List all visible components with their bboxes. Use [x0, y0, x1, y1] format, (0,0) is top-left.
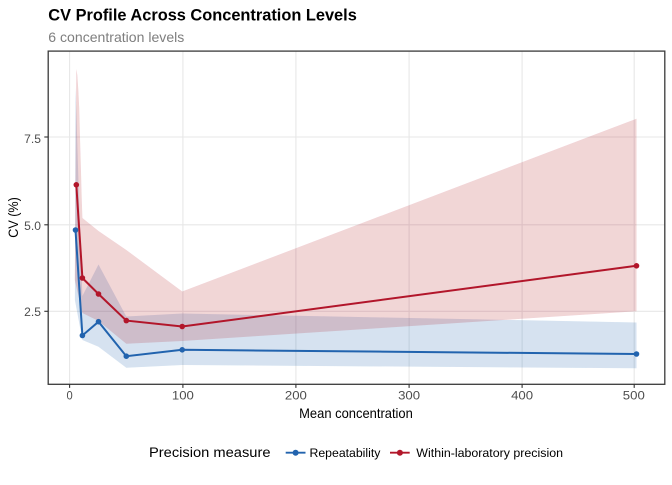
svg-text:6 concentration levels: 6 concentration levels — [48, 29, 184, 45]
svg-text:Repeatability: Repeatability — [310, 446, 382, 460]
svg-text:5.0: 5.0 — [24, 220, 41, 233]
svg-text:0: 0 — [67, 389, 73, 402]
svg-text:Within-laboratory precision: Within-laboratory precision — [416, 446, 563, 460]
svg-text:100: 100 — [172, 389, 194, 402]
svg-text:200: 200 — [285, 389, 307, 402]
svg-text:400: 400 — [511, 389, 533, 402]
svg-text:7.5: 7.5 — [24, 133, 41, 146]
svg-text:CV Profile Across Concentratio: CV Profile Across Concentration Levels — [48, 6, 357, 24]
svg-text:CV (%): CV (%) — [6, 197, 21, 238]
svg-text:Precision measure: Precision measure — [149, 445, 271, 461]
svg-text:300: 300 — [398, 389, 420, 402]
svg-text:Mean concentration: Mean concentration — [299, 406, 413, 421]
svg-text:2.5: 2.5 — [24, 306, 41, 319]
svg-text:500: 500 — [623, 389, 645, 402]
